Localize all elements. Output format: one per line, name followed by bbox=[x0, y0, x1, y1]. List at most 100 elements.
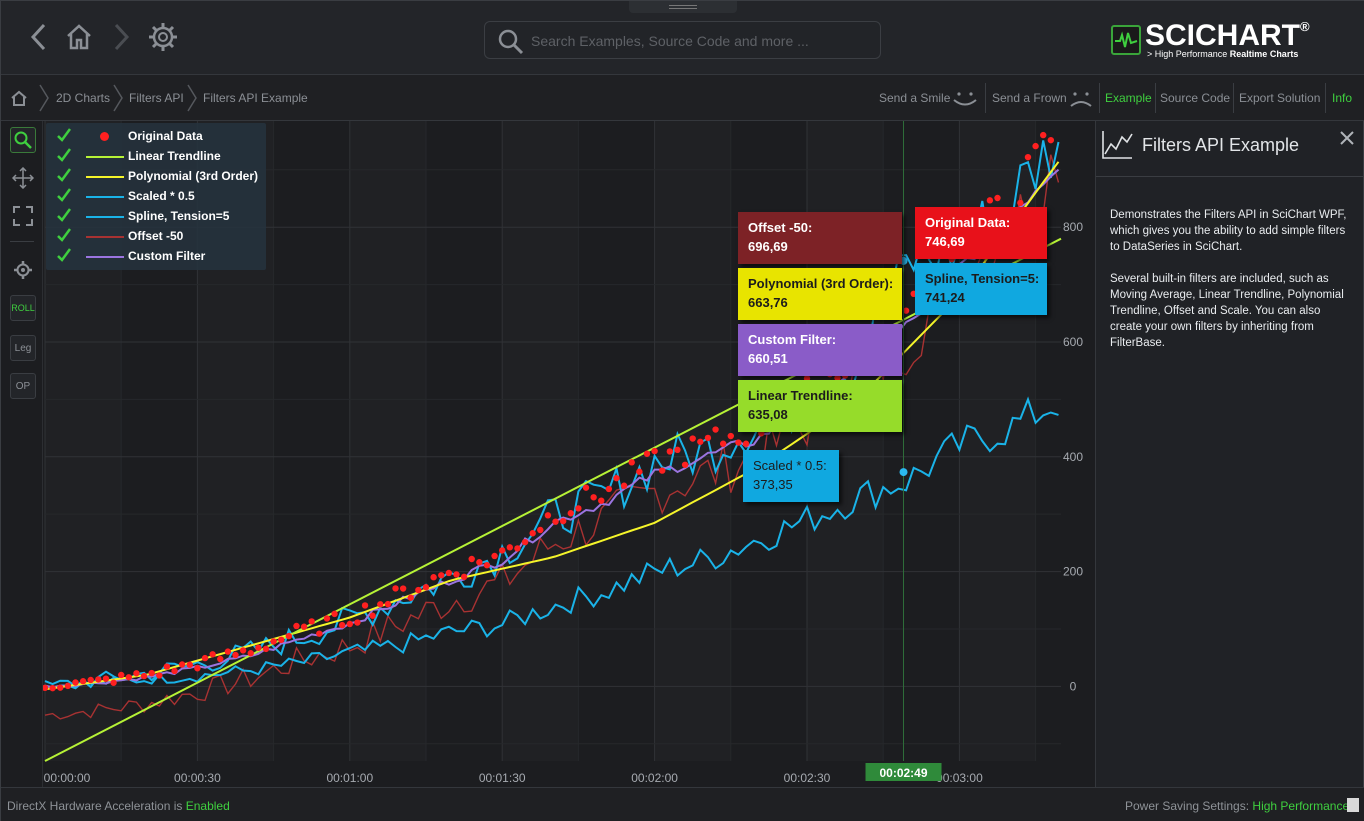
zoom-tool-button[interactable] bbox=[10, 127, 36, 153]
legend-marker bbox=[86, 156, 124, 158]
search-input[interactable] bbox=[531, 30, 861, 52]
data-point bbox=[316, 630, 323, 637]
legend-label: Polynomial (3rd Order) bbox=[128, 169, 259, 183]
zoom-extents-icon bbox=[13, 206, 33, 226]
y-tick-label: 200 bbox=[1063, 565, 1083, 579]
checkbox-checked-icon[interactable] bbox=[56, 127, 72, 143]
zoom-extents-button[interactable] bbox=[10, 203, 36, 229]
options-button[interactable]: OP bbox=[10, 373, 36, 399]
resize-grip[interactable] bbox=[1347, 798, 1359, 812]
breadcrumb-item-current: Filters API Example bbox=[203, 91, 308, 105]
x-tick-label: 00:01:30 bbox=[479, 771, 526, 785]
checkbox-checked-icon[interactable] bbox=[56, 167, 72, 183]
cursor-marker bbox=[899, 468, 908, 477]
close-button[interactable] bbox=[1340, 129, 1354, 150]
window-grip[interactable] bbox=[629, 1, 737, 13]
checkbox-checked-icon[interactable] bbox=[56, 207, 72, 223]
x-tick-label: 00:02:00 bbox=[631, 771, 678, 785]
legend-marker bbox=[86, 196, 124, 198]
breadcrumb-separator bbox=[113, 84, 123, 112]
close-icon bbox=[1340, 131, 1354, 145]
data-point bbox=[232, 651, 239, 659]
tab-info[interactable]: Info bbox=[1332, 91, 1353, 105]
y-tick-label: 0 bbox=[1070, 679, 1077, 693]
forward-button[interactable] bbox=[103, 19, 139, 55]
data-point bbox=[43, 684, 49, 692]
legend-toggle-button[interactable]: Leg bbox=[10, 335, 36, 361]
data-point bbox=[506, 544, 514, 551]
pan-tool-button[interactable] bbox=[10, 165, 36, 191]
data-point bbox=[194, 665, 201, 672]
send-frown-link[interactable]: Send a Frown bbox=[992, 91, 1067, 105]
cursor-time-label: 00:02:49 bbox=[879, 766, 927, 780]
data-point bbox=[1040, 131, 1047, 139]
checkbox-checked-icon[interactable] bbox=[56, 147, 72, 163]
roll-button[interactable]: ROLL bbox=[10, 295, 36, 321]
data-point bbox=[1024, 153, 1032, 161]
data-point bbox=[285, 632, 293, 640]
y-tick-label: 800 bbox=[1063, 220, 1083, 234]
legend-item[interactable]: Original Data bbox=[52, 127, 262, 147]
checkbox-checked-icon[interactable] bbox=[56, 227, 72, 243]
tab-example[interactable]: Example bbox=[1105, 91, 1152, 105]
data-point bbox=[986, 197, 994, 204]
data-point bbox=[163, 663, 171, 670]
data-point bbox=[727, 432, 734, 440]
legend-label: Spline, Tension=5 bbox=[128, 209, 230, 223]
tab-source-code[interactable]: Source Code bbox=[1160, 91, 1231, 105]
settings-button[interactable] bbox=[145, 19, 181, 55]
export-solution-button[interactable]: Export Solution bbox=[1239, 91, 1321, 105]
checkbox-checked-icon[interactable] bbox=[56, 247, 72, 263]
breadcrumb-item-2d-charts[interactable]: 2D Charts bbox=[56, 91, 111, 105]
back-button[interactable] bbox=[21, 19, 57, 55]
breadcrumb-separator bbox=[187, 84, 197, 112]
tooltip-custom-value: 660,51 bbox=[748, 351, 788, 366]
data-point bbox=[651, 447, 658, 455]
data-point bbox=[575, 505, 582, 512]
data-point bbox=[140, 672, 148, 680]
breadcrumb: 2D Charts Filters API Filters API Exampl… bbox=[1, 75, 1364, 121]
legend-marker bbox=[86, 176, 124, 178]
chart-settings-button[interactable] bbox=[10, 257, 36, 283]
info-paragraph: Several built-in filters are included, s… bbox=[1110, 273, 1344, 349]
data-point bbox=[331, 610, 338, 618]
data-point bbox=[521, 538, 529, 546]
tooltip-linear-value: 635,08 bbox=[748, 407, 788, 422]
legend-label: Linear Trendline bbox=[128, 149, 221, 163]
data-point bbox=[262, 645, 270, 653]
checkbox-checked-icon[interactable] bbox=[56, 187, 72, 203]
smile-icon[interactable] bbox=[951, 89, 979, 109]
data-point bbox=[392, 585, 399, 592]
data-point bbox=[1032, 142, 1039, 150]
legend-item[interactable]: Polynomial (3rd Order) bbox=[52, 167, 262, 187]
data-point bbox=[704, 434, 712, 442]
power-saving-status[interactable]: Power Saving Settings: High Performance bbox=[1125, 799, 1350, 813]
line-chart-icon bbox=[1102, 131, 1133, 159]
legend-item[interactable]: Offset -50 bbox=[52, 227, 262, 247]
frown-icon[interactable] bbox=[1067, 89, 1095, 109]
tooltip-custom-filter: Custom Filter: 660,51 bbox=[738, 324, 902, 376]
data-point bbox=[674, 446, 681, 454]
legend-item[interactable]: Spline, Tension=5 bbox=[52, 207, 262, 227]
gear-icon bbox=[149, 23, 177, 51]
divider bbox=[1233, 83, 1234, 113]
data-point bbox=[278, 636, 285, 644]
home-button[interactable] bbox=[61, 19, 97, 55]
legend-marker bbox=[86, 256, 124, 258]
data-point bbox=[224, 648, 232, 655]
data-point bbox=[308, 618, 315, 625]
legend-item[interactable]: Linear Trendline bbox=[52, 147, 262, 167]
logo-tagline: > High Performance Realtime Charts bbox=[1147, 49, 1299, 59]
home-icon bbox=[67, 24, 91, 50]
legend-marker bbox=[100, 132, 109, 141]
breadcrumb-item-filters-api[interactable]: Filters API bbox=[129, 91, 184, 105]
send-smile-link[interactable]: Send a Smile bbox=[879, 91, 951, 105]
tooltip-custom-title: Custom Filter: bbox=[748, 332, 837, 347]
legend-item[interactable]: Custom Filter bbox=[52, 247, 262, 267]
home-icon[interactable] bbox=[10, 90, 28, 106]
data-point bbox=[72, 679, 79, 686]
data-point bbox=[620, 482, 628, 489]
data-point bbox=[643, 450, 651, 457]
search-box[interactable] bbox=[484, 21, 881, 59]
legend-item[interactable]: Scaled * 0.5 bbox=[52, 187, 262, 207]
